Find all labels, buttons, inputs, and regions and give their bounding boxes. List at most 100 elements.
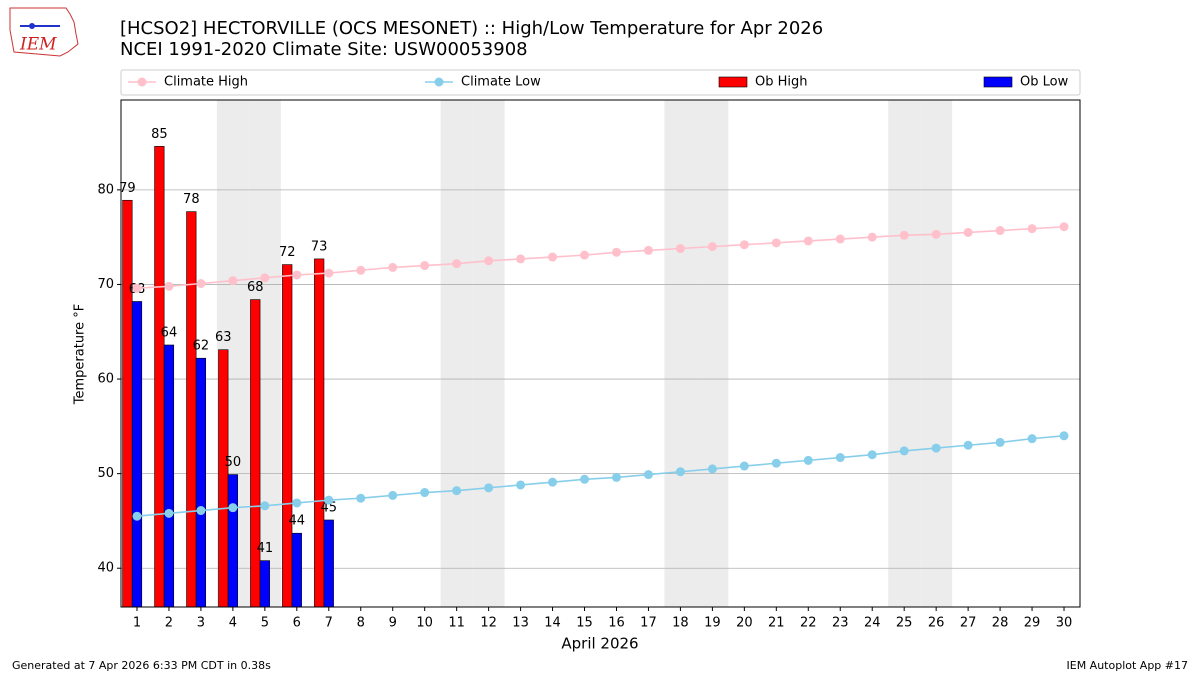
x-tick-label: 22 bbox=[800, 616, 817, 631]
line-marker bbox=[643, 470, 653, 480]
line-marker bbox=[707, 464, 717, 474]
line-marker bbox=[388, 262, 398, 272]
line-marker bbox=[1059, 431, 1069, 441]
logo-dot bbox=[29, 23, 35, 29]
bar bbox=[291, 532, 302, 608]
bar bbox=[163, 344, 175, 608]
line-marker bbox=[260, 273, 270, 283]
x-tick-label: 17 bbox=[640, 616, 657, 631]
legend-marker bbox=[434, 77, 444, 87]
line-marker bbox=[132, 283, 142, 293]
line-marker bbox=[963, 440, 973, 450]
bar bbox=[195, 357, 207, 608]
line-marker bbox=[675, 244, 685, 254]
bar bbox=[250, 299, 261, 608]
line-marker bbox=[260, 501, 270, 511]
x-tick-label: 30 bbox=[1056, 616, 1073, 631]
y-tick-label: 60 bbox=[97, 372, 114, 387]
x-tick-label: 24 bbox=[864, 616, 881, 631]
line-marker bbox=[931, 443, 941, 453]
x-tick-label: 9 bbox=[389, 616, 397, 631]
logo-text: IEM bbox=[19, 35, 57, 55]
weekend-band bbox=[472, 100, 505, 607]
x-tick-label: 13 bbox=[512, 616, 529, 631]
x-tick-label: 21 bbox=[768, 616, 785, 631]
bar bbox=[131, 301, 143, 608]
line-marker bbox=[611, 472, 621, 482]
x-tick-label: 26 bbox=[928, 616, 945, 631]
bar bbox=[186, 211, 197, 608]
line-marker bbox=[196, 506, 206, 516]
bar bbox=[218, 349, 229, 608]
logo: IEM bbox=[9, 7, 79, 57]
legend-marker bbox=[137, 77, 147, 87]
line-marker bbox=[292, 270, 302, 280]
line-marker bbox=[675, 467, 685, 477]
data-label: 63 bbox=[215, 330, 232, 345]
chart-subtitle: NCEI 1991-2020 Climate Site: USW00053908 bbox=[120, 39, 528, 60]
line-marker bbox=[164, 508, 174, 518]
line-marker bbox=[388, 490, 398, 500]
line-marker bbox=[1059, 222, 1069, 232]
data-label: 72 bbox=[279, 245, 296, 260]
line-marker bbox=[867, 450, 877, 460]
x-tick-label: 4 bbox=[229, 616, 237, 631]
weekend-band bbox=[888, 100, 921, 607]
weekend-band bbox=[696, 100, 729, 607]
line-marker bbox=[803, 455, 813, 465]
line-marker bbox=[228, 276, 238, 286]
legend-label: Climate High bbox=[164, 75, 248, 90]
line-marker bbox=[707, 242, 717, 252]
line-marker bbox=[484, 256, 494, 266]
line-marker bbox=[420, 261, 430, 271]
x-tick-label: 5 bbox=[261, 616, 269, 631]
x-tick-label: 16 bbox=[608, 616, 625, 631]
x-tick-label: 11 bbox=[448, 616, 465, 631]
line-marker bbox=[771, 458, 781, 468]
x-tick-label: 8 bbox=[357, 616, 365, 631]
legend-label: Climate Low bbox=[461, 75, 541, 90]
data-label: 50 bbox=[225, 455, 242, 470]
footer-right: IEM Autoplot App #17 bbox=[1067, 659, 1189, 672]
line-marker bbox=[995, 437, 1005, 447]
line-marker bbox=[771, 238, 781, 248]
x-tick-label: 12 bbox=[480, 616, 497, 631]
line-marker bbox=[324, 495, 334, 505]
data-label: 41 bbox=[257, 541, 274, 556]
data-label: 64 bbox=[161, 325, 178, 340]
x-tick-label: 25 bbox=[896, 616, 913, 631]
bar bbox=[122, 199, 133, 608]
chart-title: [HCSO2] HECTORVILLE (OCS MESONET) :: Hig… bbox=[120, 18, 823, 39]
y-tick-label: 40 bbox=[97, 561, 114, 576]
line-marker bbox=[356, 265, 366, 275]
bar bbox=[227, 474, 238, 608]
legend-box bbox=[120, 69, 1081, 96]
line bbox=[136, 434, 1065, 517]
legend-label: Ob Low bbox=[1020, 75, 1069, 90]
x-tick-label: 2 bbox=[165, 616, 173, 631]
data-label: 73 bbox=[311, 239, 328, 254]
data-label: 78 bbox=[183, 192, 200, 207]
legend-patch bbox=[718, 76, 748, 88]
line-marker bbox=[324, 268, 334, 278]
line-marker bbox=[835, 234, 845, 244]
weekend-band bbox=[440, 100, 473, 607]
line-marker bbox=[356, 493, 366, 503]
logo-shape bbox=[9, 7, 79, 57]
legend-label: Ob High bbox=[755, 75, 808, 90]
bar bbox=[282, 264, 293, 608]
line-marker bbox=[516, 480, 526, 490]
y-tick-label: 50 bbox=[97, 466, 114, 481]
x-tick-label: 29 bbox=[1024, 616, 1041, 631]
line-marker bbox=[452, 486, 462, 496]
y-tick-label: 80 bbox=[97, 182, 114, 197]
y-axis-label: Temperature °F bbox=[73, 304, 88, 405]
line-marker bbox=[228, 503, 238, 513]
line-marker bbox=[292, 498, 302, 508]
data-label: 44 bbox=[289, 514, 306, 529]
x-tick-label: 27 bbox=[960, 616, 977, 631]
line-marker bbox=[1027, 434, 1037, 444]
x-tick-label: 18 bbox=[672, 616, 689, 631]
data-label: 62 bbox=[193, 339, 210, 354]
